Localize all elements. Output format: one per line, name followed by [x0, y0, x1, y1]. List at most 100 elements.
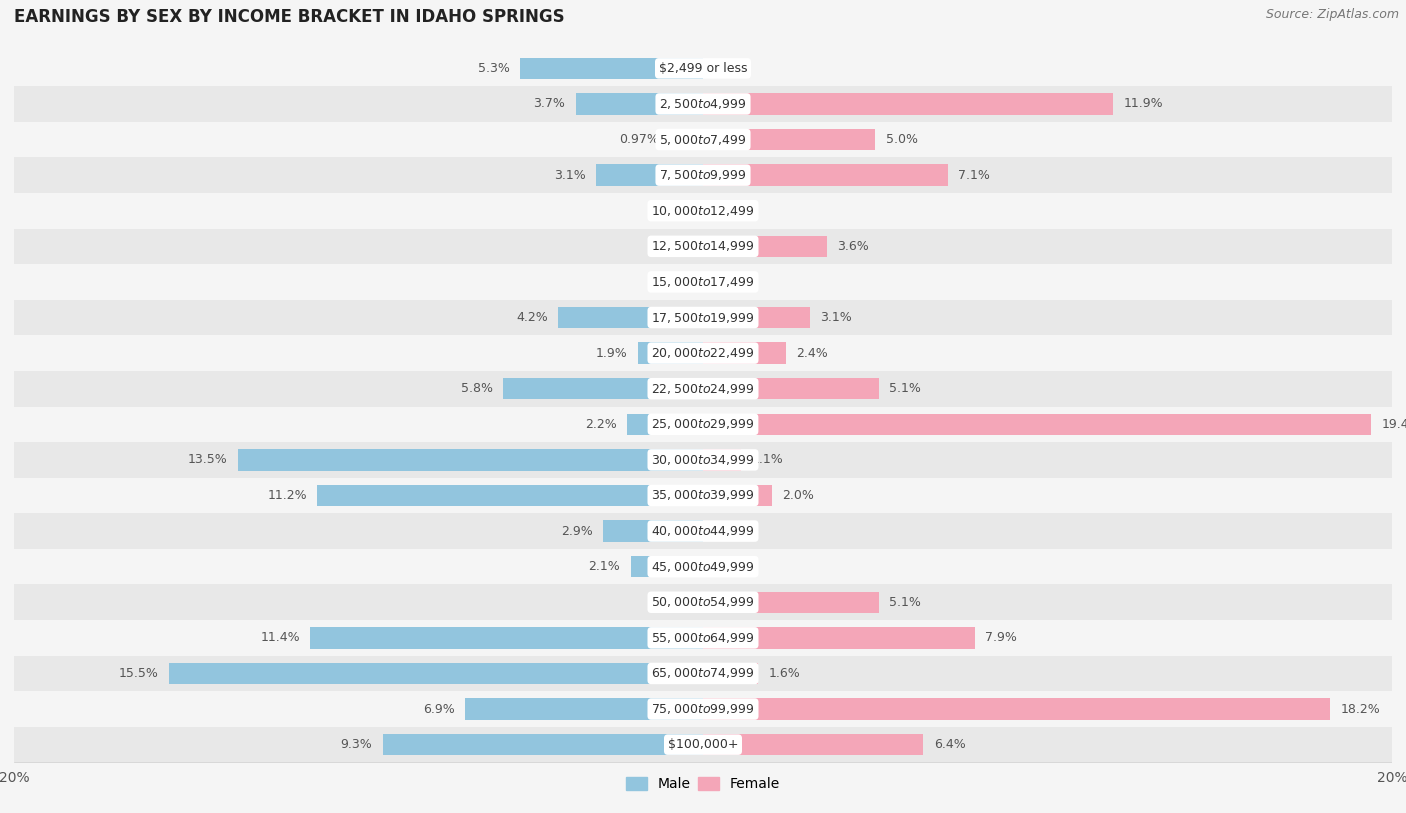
Text: $30,000 to $34,999: $30,000 to $34,999	[651, 453, 755, 467]
Bar	[318, 485, 703, 506]
Text: 6.4%: 6.4%	[934, 738, 966, 751]
FancyBboxPatch shape	[14, 264, 1392, 300]
Text: 1.6%: 1.6%	[769, 667, 800, 680]
Bar	[703, 307, 810, 328]
Bar	[238, 450, 703, 471]
Text: $17,500 to $19,999: $17,500 to $19,999	[651, 311, 755, 324]
Bar	[311, 627, 703, 649]
Text: 7.9%: 7.9%	[986, 632, 1018, 645]
Bar	[637, 342, 703, 363]
Text: 11.4%: 11.4%	[260, 632, 299, 645]
Bar	[503, 378, 703, 399]
Text: 5.3%: 5.3%	[478, 62, 510, 75]
Text: $10,000 to $12,499: $10,000 to $12,499	[651, 204, 755, 218]
Text: $100,000+: $100,000+	[668, 738, 738, 751]
FancyBboxPatch shape	[14, 86, 1392, 122]
Bar	[703, 129, 875, 150]
FancyBboxPatch shape	[14, 620, 1392, 655]
Bar	[703, 378, 879, 399]
Text: $2,500 to $4,999: $2,500 to $4,999	[659, 97, 747, 111]
Text: 5.1%: 5.1%	[889, 382, 921, 395]
FancyBboxPatch shape	[14, 300, 1392, 335]
Bar	[703, 236, 827, 257]
Bar	[575, 93, 703, 115]
Bar	[703, 414, 1371, 435]
Text: 9.3%: 9.3%	[340, 738, 373, 751]
Bar	[382, 734, 703, 755]
Text: 0.0%: 0.0%	[661, 276, 693, 289]
Text: 18.2%: 18.2%	[1340, 702, 1381, 715]
Bar	[703, 663, 758, 684]
Text: 0.0%: 0.0%	[713, 276, 745, 289]
Text: $7,500 to $9,999: $7,500 to $9,999	[659, 168, 747, 182]
Bar	[169, 663, 703, 684]
Text: $75,000 to $99,999: $75,000 to $99,999	[651, 702, 755, 716]
Text: 15.5%: 15.5%	[120, 667, 159, 680]
Bar	[703, 592, 879, 613]
Text: 2.2%: 2.2%	[585, 418, 617, 431]
Text: 19.4%: 19.4%	[1382, 418, 1406, 431]
Text: 0.0%: 0.0%	[713, 524, 745, 537]
FancyBboxPatch shape	[14, 122, 1392, 158]
FancyBboxPatch shape	[14, 371, 1392, 406]
Text: 6.9%: 6.9%	[423, 702, 456, 715]
Text: 3.6%: 3.6%	[838, 240, 869, 253]
Text: $25,000 to $29,999: $25,000 to $29,999	[651, 417, 755, 432]
Text: 13.5%: 13.5%	[188, 454, 228, 467]
FancyBboxPatch shape	[14, 335, 1392, 371]
Bar	[703, 627, 976, 649]
Bar	[703, 450, 741, 471]
FancyBboxPatch shape	[14, 727, 1392, 763]
Text: $20,000 to $22,499: $20,000 to $22,499	[651, 346, 755, 360]
Text: 0.97%: 0.97%	[620, 133, 659, 146]
Text: $15,000 to $17,499: $15,000 to $17,499	[651, 275, 755, 289]
Text: 7.1%: 7.1%	[957, 168, 990, 181]
Bar	[703, 93, 1114, 115]
Text: $2,499 or less: $2,499 or less	[659, 62, 747, 75]
Text: $5,000 to $7,499: $5,000 to $7,499	[659, 133, 747, 146]
Bar	[703, 342, 786, 363]
FancyBboxPatch shape	[14, 478, 1392, 513]
Text: $22,500 to $24,999: $22,500 to $24,999	[651, 381, 755, 396]
FancyBboxPatch shape	[14, 513, 1392, 549]
Text: $35,000 to $39,999: $35,000 to $39,999	[651, 489, 755, 502]
Text: 2.1%: 2.1%	[589, 560, 620, 573]
Text: 3.1%: 3.1%	[554, 168, 586, 181]
Bar	[703, 698, 1330, 720]
Text: 3.7%: 3.7%	[533, 98, 565, 111]
Text: 0.0%: 0.0%	[661, 596, 693, 609]
Text: 0.0%: 0.0%	[713, 204, 745, 217]
Text: 0.0%: 0.0%	[661, 204, 693, 217]
Text: $65,000 to $74,999: $65,000 to $74,999	[651, 667, 755, 680]
FancyBboxPatch shape	[14, 691, 1392, 727]
Text: Source: ZipAtlas.com: Source: ZipAtlas.com	[1265, 8, 1399, 21]
Text: 11.2%: 11.2%	[267, 489, 307, 502]
Text: 0.0%: 0.0%	[713, 62, 745, 75]
Bar	[465, 698, 703, 720]
Bar	[596, 164, 703, 186]
FancyBboxPatch shape	[14, 549, 1392, 585]
Text: $40,000 to $44,999: $40,000 to $44,999	[651, 524, 755, 538]
FancyBboxPatch shape	[14, 585, 1392, 620]
Text: 2.0%: 2.0%	[782, 489, 814, 502]
Text: 2.4%: 2.4%	[796, 346, 828, 359]
Legend: Male, Female: Male, Female	[620, 772, 786, 797]
Bar	[558, 307, 703, 328]
FancyBboxPatch shape	[14, 193, 1392, 228]
Bar	[703, 734, 924, 755]
Bar	[703, 164, 948, 186]
FancyBboxPatch shape	[14, 406, 1392, 442]
FancyBboxPatch shape	[14, 50, 1392, 86]
Text: 1.9%: 1.9%	[596, 346, 627, 359]
Bar	[520, 58, 703, 79]
Text: 4.2%: 4.2%	[516, 311, 548, 324]
FancyBboxPatch shape	[14, 228, 1392, 264]
Text: 11.9%: 11.9%	[1123, 98, 1163, 111]
Bar	[627, 414, 703, 435]
FancyBboxPatch shape	[14, 158, 1392, 193]
Text: 0.0%: 0.0%	[713, 560, 745, 573]
Text: 2.9%: 2.9%	[561, 524, 593, 537]
Bar	[703, 485, 772, 506]
Bar	[631, 556, 703, 577]
Bar	[603, 520, 703, 541]
